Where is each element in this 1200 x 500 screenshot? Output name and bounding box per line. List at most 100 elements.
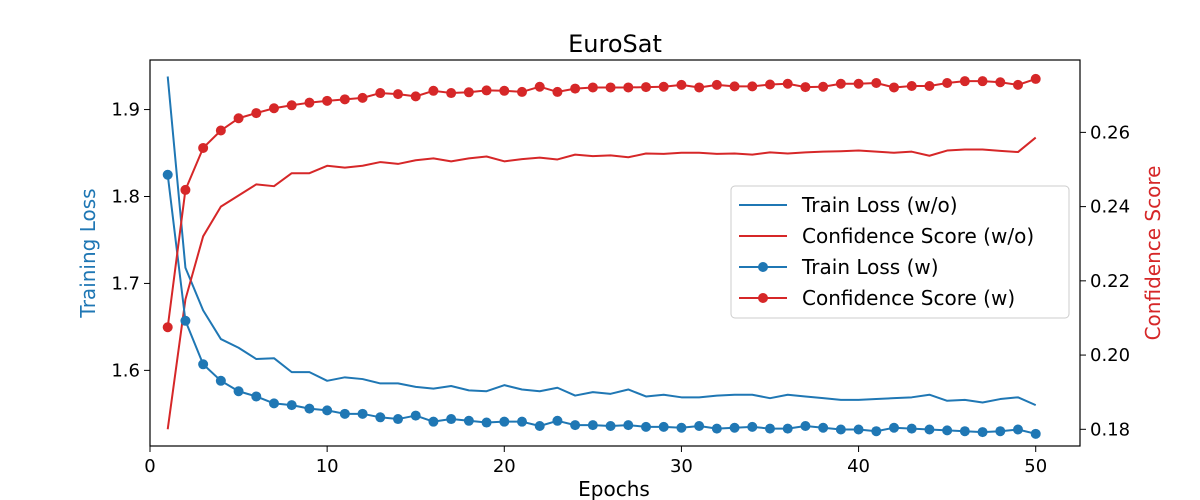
data-point-confidence-score-w xyxy=(552,86,563,97)
data-point-train-loss-w xyxy=(676,422,687,433)
y-left-tick-label: 1.9 xyxy=(111,100,140,121)
data-point-train-loss-w xyxy=(215,375,226,386)
data-point-confidence-score-w xyxy=(889,82,899,93)
data-point-confidence-score-w xyxy=(942,78,953,89)
data-point-confidence-score-w xyxy=(1030,73,1041,84)
y-right-tick-label: 0.18 xyxy=(1090,419,1130,440)
data-point-confidence-score-w xyxy=(853,78,864,89)
data-point-train-loss-w xyxy=(871,426,882,437)
legend-marker-confidence-score-w xyxy=(758,293,768,303)
data-point-confidence-score-w xyxy=(906,80,917,91)
data-point-confidence-score-w xyxy=(286,100,297,111)
data-point-confidence-score-w xyxy=(269,103,279,114)
data-point-confidence-score-w xyxy=(463,87,474,98)
y-axis-left: 1.6 1.7 1.8 1.9 xyxy=(111,100,150,381)
data-point-train-loss-w xyxy=(835,424,846,435)
data-point-confidence-score-w xyxy=(995,77,1006,88)
data-point-confidence-score-w xyxy=(180,184,191,195)
series-layer xyxy=(162,73,1041,439)
data-point-confidence-score-w xyxy=(233,113,244,124)
data-point-train-loss-w xyxy=(959,426,970,437)
data-point-confidence-score-w xyxy=(641,82,651,93)
y-axis-left-label: Training Loss xyxy=(76,188,100,318)
y-left-tick-label: 1.8 xyxy=(111,186,140,207)
y-right-tick-label: 0.24 xyxy=(1090,197,1130,218)
data-point-train-loss-w xyxy=(570,420,581,431)
x-tick-label: 10 xyxy=(316,456,339,477)
data-point-confidence-score-w xyxy=(658,81,669,92)
x-tick-label: 50 xyxy=(1024,456,1047,477)
data-point-train-loss-w xyxy=(410,410,421,421)
data-point-confidence-score-w xyxy=(570,83,581,94)
data-point-train-loss-w xyxy=(889,422,899,433)
data-point-confidence-score-w xyxy=(375,88,386,99)
legend: Train Loss (w/o) Confidence Score (w/o) Tr… xyxy=(730,185,1070,319)
y-right-tick-label: 0.22 xyxy=(1090,271,1130,292)
data-point-train-loss-w xyxy=(286,400,297,411)
data-point-train-loss-w xyxy=(641,421,651,432)
data-point-confidence-score-w xyxy=(322,95,333,106)
data-point-train-loss-w xyxy=(995,426,1006,437)
data-point-confidence-score-w xyxy=(499,85,510,96)
y-left-tick-label: 1.7 xyxy=(111,273,140,294)
data-point-confidence-score-w xyxy=(251,108,262,119)
series-line-confidence-score-w-o xyxy=(166,136,1037,430)
data-point-confidence-score-w xyxy=(977,76,988,87)
legend-label-train-loss-w-o: Train Loss (w/o) xyxy=(801,193,958,217)
y-left-tick-label: 1.6 xyxy=(111,360,140,381)
data-point-confidence-score-w xyxy=(871,78,882,89)
data-point-train-loss-w xyxy=(800,421,811,432)
data-point-train-loss-w xyxy=(322,405,333,416)
data-point-confidence-score-w xyxy=(782,78,793,89)
data-point-train-loss-w xyxy=(729,422,740,433)
data-point-train-loss-w xyxy=(658,421,669,432)
data-point-train-loss-w xyxy=(304,403,315,414)
x-tick-label: 0 xyxy=(144,456,155,477)
data-point-confidence-score-w xyxy=(623,82,634,93)
data-point-confidence-score-w xyxy=(587,82,598,93)
x-tick-label: 20 xyxy=(493,456,516,477)
data-point-train-loss-w xyxy=(1030,428,1041,439)
data-point-train-loss-w xyxy=(906,423,917,434)
data-point-train-loss-w xyxy=(357,408,368,419)
data-point-confidence-score-w xyxy=(446,88,457,99)
data-point-train-loss-w xyxy=(942,425,953,436)
series-line-train-loss-w-o xyxy=(166,76,1037,407)
data-point-train-loss-w xyxy=(587,420,598,431)
data-point-train-loss-w xyxy=(481,417,492,428)
data-point-train-loss-w xyxy=(463,415,474,426)
data-point-confidence-score-w xyxy=(162,322,173,333)
data-point-train-loss-w xyxy=(269,398,279,409)
data-point-confidence-score-w xyxy=(835,78,846,89)
data-point-confidence-score-w xyxy=(605,82,616,93)
x-axis: 0 10 20 30 40 50 xyxy=(144,446,1047,477)
data-point-train-loss-w xyxy=(782,423,793,434)
data-point-train-loss-w xyxy=(393,414,403,425)
data-point-confidence-score-w xyxy=(800,82,811,93)
data-point-confidence-score-w xyxy=(357,92,368,103)
x-tick-label: 30 xyxy=(670,456,693,477)
data-point-confidence-score-w xyxy=(198,142,209,153)
y-axis-right-label: Confidence Score xyxy=(1141,166,1165,341)
data-point-train-loss-w xyxy=(977,427,988,438)
data-point-confidence-score-w xyxy=(339,94,350,105)
data-point-train-loss-w xyxy=(251,391,262,402)
data-point-train-loss-w xyxy=(623,420,634,431)
legend-box xyxy=(730,185,1070,319)
data-point-train-loss-w xyxy=(428,416,439,427)
chart-title: EuroSat xyxy=(568,30,662,58)
x-tick-label: 40 xyxy=(847,456,870,477)
y-right-tick-label: 0.20 xyxy=(1090,345,1130,366)
data-point-confidence-score-w xyxy=(428,85,439,96)
data-point-train-loss-w xyxy=(499,416,510,427)
legend-label-train-loss-w: Train Loss (w) xyxy=(801,255,939,279)
data-point-train-loss-w xyxy=(517,416,527,427)
data-point-train-loss-w xyxy=(162,169,173,180)
y-axis-right: 0.18 0.20 0.22 0.24 0.26 xyxy=(1080,122,1130,440)
y-right-tick-label: 0.26 xyxy=(1090,122,1130,143)
data-point-confidence-score-w xyxy=(534,81,545,92)
data-point-confidence-score-w xyxy=(729,81,740,92)
data-point-train-loss-w xyxy=(534,421,545,432)
data-point-confidence-score-w xyxy=(1013,79,1023,90)
